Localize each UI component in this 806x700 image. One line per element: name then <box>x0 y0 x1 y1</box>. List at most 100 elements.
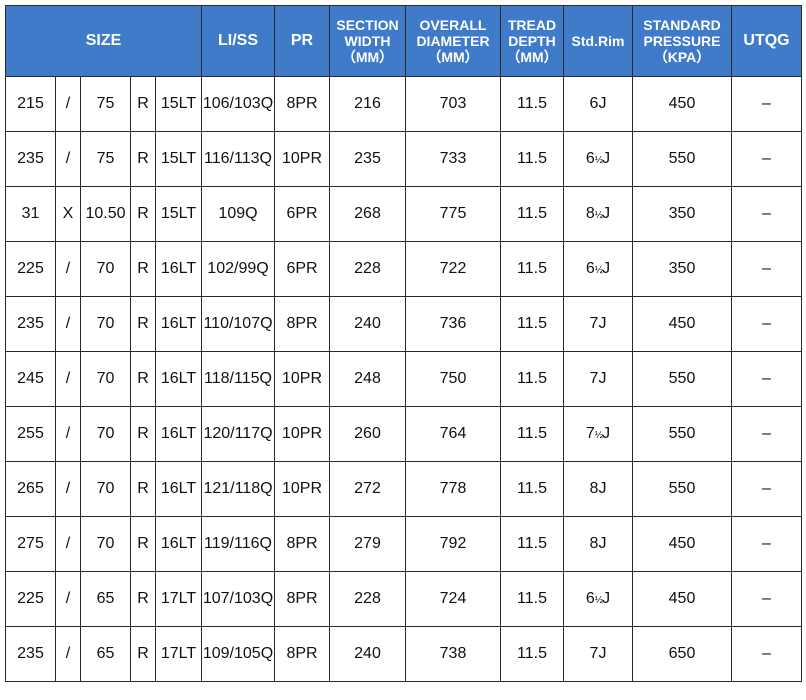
cell-rim-diameter: 17LT <box>155 626 202 682</box>
cell-overall-diameter: 724 <box>405 571 501 627</box>
cell-separator: / <box>55 571 81 627</box>
cell-std-rim: 8½J <box>563 186 633 242</box>
cell-tire-width: 235 <box>5 131 56 187</box>
cell-tread-depth: 11.5 <box>500 186 564 242</box>
cell-standard-pressure: 450 <box>632 516 732 572</box>
cell-tread-depth: 11.5 <box>500 571 564 627</box>
table-row: 225/65 R 17LT 107/103Q 8PR 228 724 11.5 6½J 450– <box>5 571 802 627</box>
table-body: 215/75 R 15LT 106/103Q 8PR 216 703 11.5 6J 450–23… <box>5 76 802 682</box>
cell-load-speed-index: 121/118Q <box>201 461 275 517</box>
col-header-section-width: SECTION WIDTH （MM） <box>329 5 406 77</box>
cell-standard-pressure: 450 <box>632 76 732 132</box>
cell-utqg: – <box>731 186 802 242</box>
cell-section-width: 260 <box>329 406 406 462</box>
cell-aspect-ratio: 70 <box>80 296 131 352</box>
cell-construction: R <box>130 76 156 132</box>
cell-overall-diameter: 775 <box>405 186 501 242</box>
standard-pressure-line-2: PRESSURE <box>643 33 721 49</box>
cell-construction: R <box>130 571 156 627</box>
cell-tread-depth: 11.5 <box>500 516 564 572</box>
col-header-pr: PR <box>274 5 330 77</box>
std-rim-fraction: ½ <box>594 265 603 276</box>
std-rim-suffix: J <box>602 590 611 607</box>
cell-standard-pressure: 550 <box>632 351 732 407</box>
cell-utqg: – <box>731 131 802 187</box>
cell-ply-rating: 6PR <box>274 186 330 242</box>
table-row: 255/70 R 16LT 120/117Q 10PR 260 764 11.5 7½J 550– <box>5 406 802 462</box>
cell-standard-pressure: 650 <box>632 626 732 682</box>
tire-spec-table-wrapper: SIZE LI/SS PR SECTION WIDTH （MM） OVERALL… <box>5 5 802 682</box>
cell-construction: R <box>130 406 156 462</box>
cell-tire-width: 225 <box>5 241 56 297</box>
cell-section-width: 235 <box>329 131 406 187</box>
table-row: 235/65 R 17LT 109/105Q 8PR 240 738 11.5 7J 650– <box>5 626 802 682</box>
cell-std-rim: 7J <box>563 351 633 407</box>
overall-diameter-line-3: （MM） <box>427 49 479 65</box>
section-width-line-1: SECTION <box>336 17 399 33</box>
std-rim-whole: 6 <box>585 150 595 167</box>
cell-aspect-ratio: 75 <box>80 76 131 132</box>
cell-utqg: – <box>731 461 802 517</box>
cell-separator: / <box>55 296 81 352</box>
cell-load-speed-index: 110/107Q <box>201 296 275 352</box>
table-row: 265/70 R 16LT 121/118Q 10PR 272 778 11.5 8J 550– <box>5 461 802 517</box>
std-rim-whole: 7 <box>585 425 595 442</box>
table-row: 235/70 R 16LT 110/107Q 8PR 240 736 11.5 7J 450– <box>5 296 802 352</box>
tread-depth-line-2: DEPTH <box>508 33 556 49</box>
cell-aspect-ratio: 70 <box>80 351 131 407</box>
cell-separator: / <box>55 626 81 682</box>
std-rim-suffix: J <box>602 205 611 222</box>
cell-aspect-ratio: 70 <box>80 241 131 297</box>
cell-tread-depth: 11.5 <box>500 406 564 462</box>
col-header-li-ss: LI/SS <box>201 5 275 77</box>
overall-diameter-line-2: DIAMETER <box>416 33 490 49</box>
cell-separator: / <box>55 516 81 572</box>
cell-overall-diameter: 736 <box>405 296 501 352</box>
cell-construction: R <box>130 296 156 352</box>
cell-tire-width: 215 <box>5 76 56 132</box>
cell-section-width: 216 <box>329 76 406 132</box>
cell-section-width: 240 <box>329 626 406 682</box>
cell-ply-rating: 8PR <box>274 626 330 682</box>
cell-tire-width: 235 <box>5 626 56 682</box>
cell-construction: R <box>130 131 156 187</box>
cell-construction: R <box>130 461 156 517</box>
cell-load-speed-index: 119/116Q <box>201 516 275 572</box>
cell-load-speed-index: 106/103Q <box>201 76 275 132</box>
cell-overall-diameter: 738 <box>405 626 501 682</box>
cell-overall-diameter: 750 <box>405 351 501 407</box>
cell-separator: / <box>55 241 81 297</box>
cell-construction: R <box>130 186 156 242</box>
cell-overall-diameter: 703 <box>405 76 501 132</box>
table-row: 235/75 R 15LT 116/113Q 10PR 235 733 11.5 6½J 550– <box>5 131 802 187</box>
cell-tire-width: 225 <box>5 571 56 627</box>
cell-std-rim: 6½J <box>563 241 633 297</box>
cell-section-width: 228 <box>329 571 406 627</box>
std-rim-whole: 6 <box>585 260 595 277</box>
cell-overall-diameter: 733 <box>405 131 501 187</box>
cell-rim-diameter: 17LT <box>155 571 202 627</box>
cell-section-width: 268 <box>329 186 406 242</box>
cell-aspect-ratio: 75 <box>80 131 131 187</box>
cell-ply-rating: 8PR <box>274 571 330 627</box>
cell-standard-pressure: 350 <box>632 186 732 242</box>
cell-load-speed-index: 120/117Q <box>201 406 275 462</box>
cell-load-speed-index: 109Q <box>201 186 275 242</box>
table-row: 215/75 R 15LT 106/103Q 8PR 216 703 11.5 6J 450– <box>5 76 802 132</box>
cell-rim-diameter: 15LT <box>155 186 202 242</box>
cell-ply-rating: 8PR <box>274 516 330 572</box>
cell-construction: R <box>130 516 156 572</box>
table-row: 31 X 10.50 R 15LT 109Q 6PR 268 775 11.5 8½J 350– <box>5 186 802 242</box>
cell-section-width: 228 <box>329 241 406 297</box>
table-row: 225/70 R 16LT 102/99Q 6PR 228 722 11.5 6½J 350– <box>5 241 802 297</box>
tread-depth-line-3: （MM） <box>506 49 558 65</box>
cell-aspect-ratio: 70 <box>80 406 131 462</box>
cell-tread-depth: 11.5 <box>500 351 564 407</box>
cell-standard-pressure: 450 <box>632 571 732 627</box>
cell-tire-width: 31 <box>5 186 56 242</box>
cell-ply-rating: 8PR <box>274 76 330 132</box>
cell-rim-diameter: 16LT <box>155 461 202 517</box>
cell-utqg: – <box>731 406 802 462</box>
cell-construction: R <box>130 626 156 682</box>
cell-ply-rating: 10PR <box>274 351 330 407</box>
